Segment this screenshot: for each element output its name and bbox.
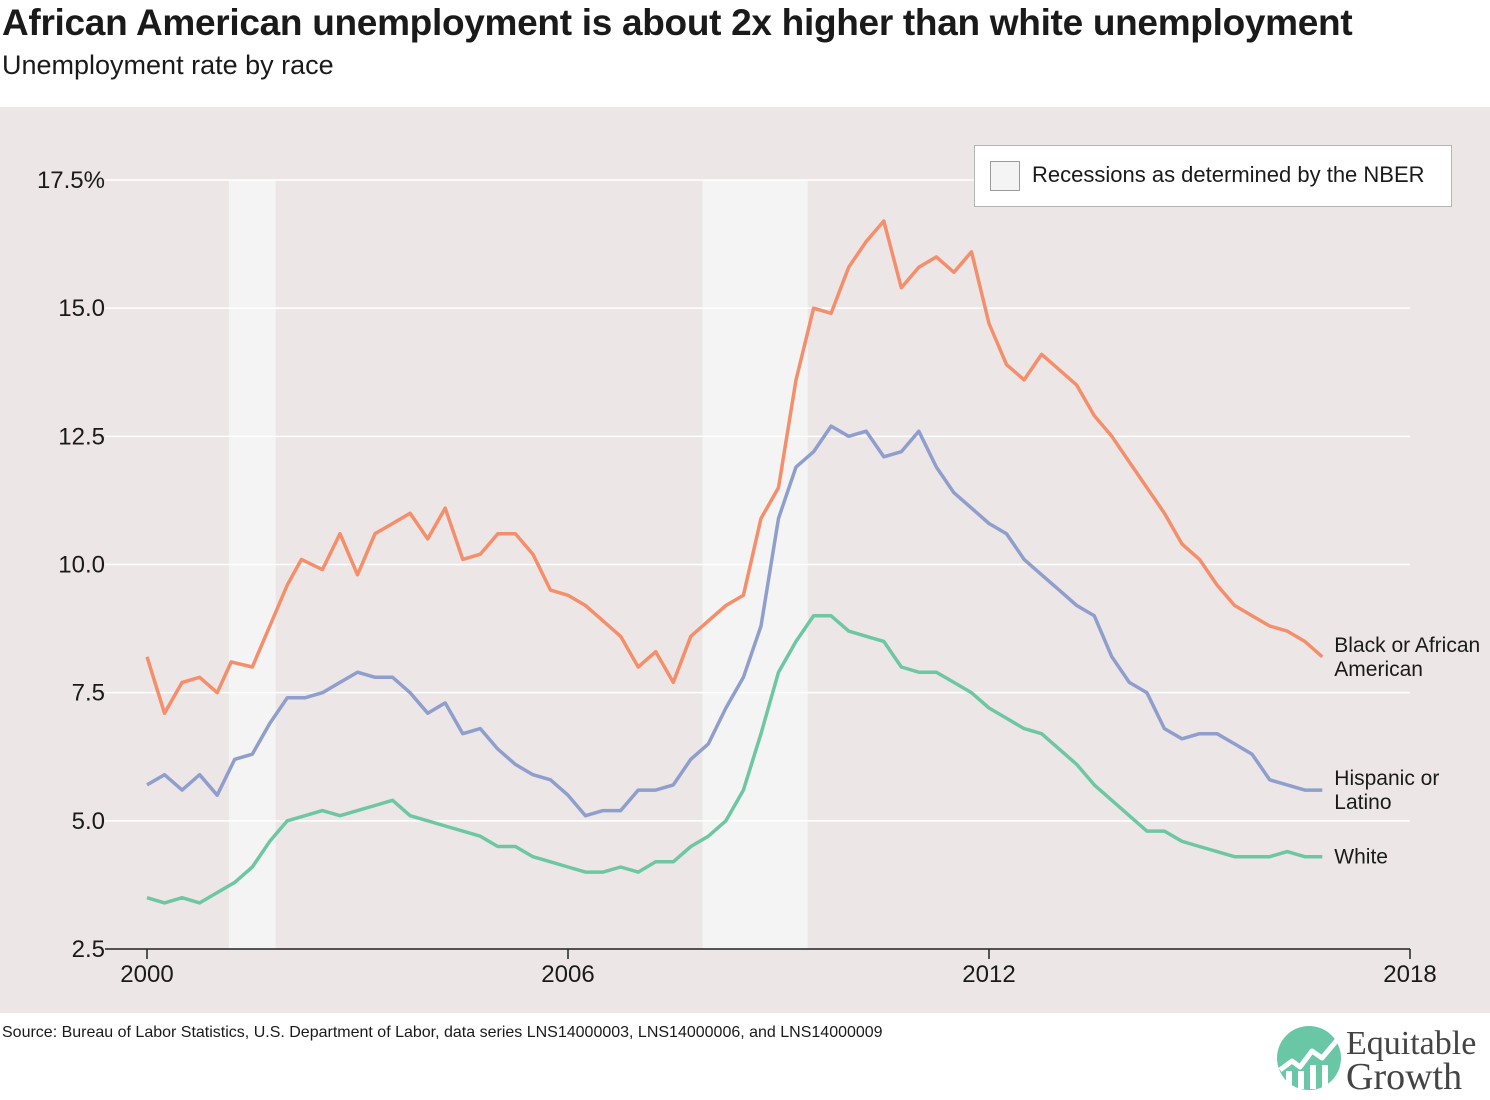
y-axis-ticks: 2.5 5.0 7.5 10.0 12.5 15.0 17.5% [37,167,105,963]
series-end-label: Latino [1334,791,1391,814]
x-tick-label: 2000 [120,961,173,988]
y-tick-label: 2.5 [72,936,105,963]
chart-title: African American unemployment is about 2… [2,2,1353,43]
series-end-label: Hispanic or [1334,767,1439,790]
series-end-label: American [1334,658,1423,681]
y-tick-label: 7.5 [72,680,105,707]
logo-icon [1277,1026,1341,1090]
logo-text-line2: Growth [1346,1056,1463,1098]
series-end-label: Black or African [1334,634,1480,657]
y-tick-label: 12.5 [58,423,105,450]
series-line-1 [146,424,1323,818]
series-end-label: White [1334,846,1388,869]
logo-text-line1: Equitable [1346,1025,1477,1062]
x-tick-label: 2018 [1383,961,1436,988]
legend-recession-label: Recessions as determined by the NBER [1032,162,1425,187]
x-tick-label: 2012 [962,961,1015,988]
x-axis: 2000 2006 2012 2018 [105,948,1437,988]
legend: Recessions as determined by the NBER [974,145,1452,207]
y-tick-label: 15.0 [58,295,105,322]
series-lines [145,219,1324,905]
recession-swatch [990,161,1020,191]
chart-subtitle: Unemployment rate by race [2,50,334,80]
source-note: Source: Bureau of Labor Statistics, U.S.… [2,1024,883,1041]
y-tick-label: 5.0 [72,808,105,835]
y-tick-label: 17.5% [37,167,105,194]
x-tick-label: 2006 [541,961,594,988]
series-line-0 [145,219,1324,715]
equitable-growth-logo: Equitable Growth [1276,1025,1490,1098]
y-tick-label: 10.0 [58,552,105,579]
series-line-2 [146,614,1323,905]
